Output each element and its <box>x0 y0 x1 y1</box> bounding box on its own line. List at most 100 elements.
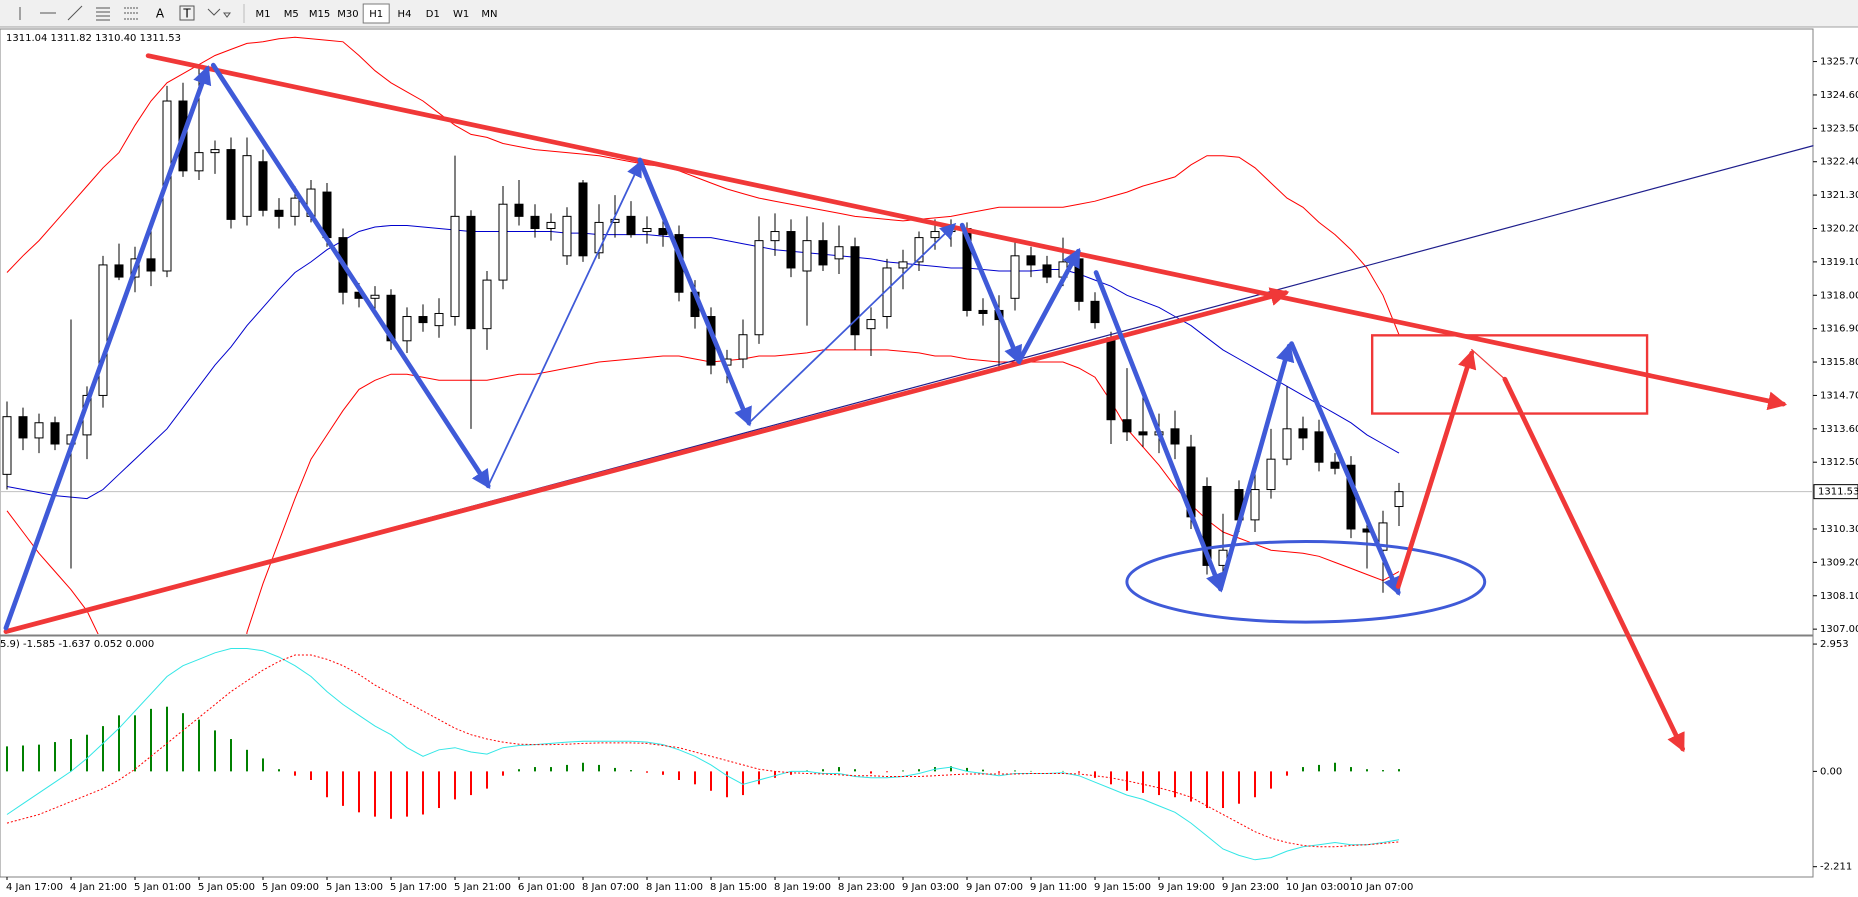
candle-body <box>562 215 572 257</box>
timeframe-button[interactable] <box>334 4 361 23</box>
candle-body <box>50 422 60 445</box>
candle-body <box>578 182 588 257</box>
drawings <box>3 53 1814 753</box>
y-tick-label: 2.953 <box>1820 639 1849 650</box>
timeframe-button[interactable] <box>278 4 305 23</box>
candle-body <box>466 215 476 330</box>
x-tick-label: 9 Jan 03:00 <box>902 882 959 893</box>
y-tick-label: 1323.50 <box>1820 123 1858 134</box>
candle-body <box>1266 458 1276 491</box>
timeframe-label[interactable]: D1 <box>426 9 440 20</box>
x-tick-label: 10 Jan 07:00 <box>1350 882 1413 893</box>
x-tick-label: 5 Jan 17:00 <box>390 882 447 893</box>
support-line <box>3 287 1290 634</box>
wave-arrow <box>1289 341 1401 596</box>
fibo-tool[interactable] <box>124 7 138 20</box>
timeframe-label[interactable]: H4 <box>398 9 412 20</box>
y-tick-label: 1312.50 <box>1820 457 1858 468</box>
bid-label-box <box>1813 484 1858 500</box>
tool-icon-label[interactable]: T <box>182 7 191 21</box>
candle-body <box>2 416 12 475</box>
x-tick-label: 5 Jan 09:00 <box>262 882 319 893</box>
wave-arrow <box>959 222 1022 365</box>
y-tick-label: 1322.40 <box>1820 157 1858 168</box>
y-tick-label: 1321.30 <box>1820 190 1858 201</box>
candle-body <box>402 316 412 342</box>
channel-tool[interactable] <box>96 7 110 21</box>
y-tick-label: 1310.30 <box>1820 524 1858 535</box>
x-tick-label: 9 Jan 07:00 <box>966 882 1023 893</box>
macd-marks <box>6 648 1400 861</box>
timeframe-button[interactable] <box>419 4 446 23</box>
timeframe-button[interactable] <box>476 4 503 23</box>
x-tick-label: 5 Jan 01:00 <box>134 882 191 893</box>
candle-body <box>818 240 828 266</box>
candle-body <box>1090 300 1100 324</box>
wave-arrow <box>210 62 491 490</box>
x-tick-label: 5 Jan 13:00 <box>326 882 383 893</box>
axes: 1325.70 1324.60 1323.50 1322.40 1321.30 1320.… <box>6 57 1858 893</box>
timeframe-button[interactable] <box>250 4 276 23</box>
y-tick-label: 1319.10 <box>1820 257 1858 268</box>
x-tick-label: 4 Jan 17:00 <box>6 882 63 893</box>
timeframe-button[interactable] <box>362 3 390 24</box>
y-tick-label: 1318.00 <box>1820 290 1858 301</box>
candle-body <box>1026 255 1036 266</box>
x-tick-label: 8 Jan 15:00 <box>710 882 767 893</box>
x-tick-label: 8 Jan 19:00 <box>774 882 831 893</box>
timeframe-label[interactable]: H1 <box>369 9 383 20</box>
wave-arrow <box>487 160 642 487</box>
candle-body <box>914 237 924 263</box>
candle-body <box>546 221 556 230</box>
timeframe-button[interactable] <box>448 4 475 23</box>
macd-header: 5.9) -1.585 -1.637 0.052 0.000 <box>0 639 154 650</box>
timeframe-label[interactable]: MN <box>481 9 497 20</box>
candle-body <box>1106 337 1116 421</box>
chart: 1311.04 1311.82 1310.40 1311.53 5.9) -1.… <box>0 28 1814 878</box>
candle-body <box>210 149 220 154</box>
candle-body <box>290 197 300 217</box>
candle-body <box>498 203 508 281</box>
timeframe-button[interactable] <box>306 4 333 23</box>
trendline-tool[interactable] <box>67 5 83 21</box>
timeframe-label[interactable]: M15 <box>309 9 330 20</box>
timeframe-label[interactable]: M5 <box>284 9 299 20</box>
candle-body <box>930 231 940 239</box>
x-tick-label: 9 Jan 15:00 <box>1094 882 1151 893</box>
timeframe-label[interactable]: M1 <box>256 9 271 20</box>
forecast-link <box>1471 348 1506 380</box>
macd-line <box>6 648 1400 861</box>
candle-body <box>18 416 28 439</box>
x-tick-label: 8 Jan 07:00 <box>582 882 639 893</box>
bottom-ellipse <box>1125 540 1487 624</box>
y-tick-label: 1324.60 <box>1820 90 1858 101</box>
candle-body <box>642 228 652 233</box>
timeframe-label[interactable]: M30 <box>337 9 358 20</box>
candle-body <box>1010 255 1020 299</box>
x-tick-label: 8 Jan 11:00 <box>646 882 703 893</box>
candle-body <box>146 258 156 272</box>
candle-body <box>226 149 236 220</box>
bid-label: 1311.53 <box>1818 487 1858 498</box>
timeframe-button[interactable] <box>391 4 418 23</box>
arrows-tool[interactable] <box>207 8 231 18</box>
timeframe-label[interactable]: W1 <box>453 9 469 20</box>
y-tick-label: 1308.10 <box>1820 591 1858 602</box>
wave-arrow <box>1093 270 1224 593</box>
candle-body <box>370 294 380 299</box>
candle-body <box>1282 428 1292 460</box>
label-tool-box[interactable] <box>179 5 195 21</box>
target-box <box>1370 334 1649 415</box>
candle-body <box>1074 258 1084 302</box>
y-tick-label: 1316.90 <box>1820 324 1858 335</box>
candle-body <box>242 155 252 217</box>
candle-body <box>274 209 284 217</box>
candle-body <box>482 279 492 330</box>
candle-body <box>834 246 844 260</box>
candle-body <box>114 264 124 278</box>
x-tick-label: 5 Jan 05:00 <box>198 882 255 893</box>
tool-icon-label[interactable]: A <box>156 7 165 21</box>
x-tick-label: 9 Jan 23:00 <box>1222 882 1279 893</box>
x-tick-label: 8 Jan 23:00 <box>838 882 895 893</box>
